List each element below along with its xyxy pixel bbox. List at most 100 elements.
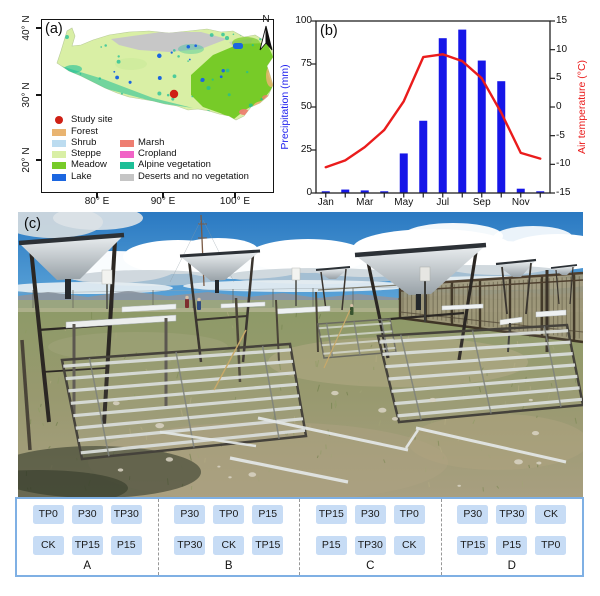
forest-region: [253, 101, 273, 113]
plot-label-P15: P15: [496, 536, 528, 555]
plot-label-P30: P30: [457, 505, 489, 524]
plot-label-TP30: TP30: [496, 505, 528, 524]
block-D-row-2: TP15 P15 TP0: [442, 536, 583, 555]
field-site-photo: [18, 212, 583, 497]
plot-label-CK: CK: [32, 536, 64, 555]
lat-tick-label: 20° N: [21, 147, 32, 173]
precip-bar-Apr: [380, 191, 389, 193]
plot-label-TP15: TP15: [252, 536, 284, 555]
stones: [112, 390, 542, 487]
plot-label-TP0: TP0: [535, 536, 567, 555]
cropland-region: [258, 106, 262, 110]
tibetan-plateau-map: [56, 27, 274, 121]
block-C-row-1: TP15 P30 TP0: [300, 505, 441, 524]
north-label: N: [262, 14, 269, 25]
lon-tick-label: 100° E: [219, 196, 251, 207]
temp-tick-label: 5: [556, 72, 562, 84]
plot-label-P15: P15: [315, 536, 347, 555]
instrument-boxes: [101, 266, 523, 353]
north-arrow-left-half: [259, 25, 267, 51]
ground-pipes: [159, 416, 567, 484]
block-B: P30 TP0 P15 TP30 CK TP15 B: [157, 499, 300, 575]
precip-bar-Sep: [477, 60, 486, 194]
precip-tick-label: 50: [300, 101, 312, 112]
precip-bar-Dec: [536, 191, 545, 193]
temperature-line: [324, 53, 542, 169]
block-A: TP0 P30 TP30 CK TP15 P15 A: [17, 499, 158, 575]
plot-label-TP15: TP15: [71, 536, 103, 555]
month-label: Mar: [356, 197, 374, 208]
marsh-region: [239, 109, 249, 115]
plot-label-TP0: TP0: [213, 505, 245, 524]
lat-tick: [36, 94, 41, 96]
temp-tick-label: -5: [556, 129, 565, 141]
temp-tick-label: 10: [556, 43, 568, 55]
precip-bar-Feb: [341, 189, 350, 193]
plot-label-TP15: TP15: [457, 536, 489, 555]
ground-shadow: [18, 470, 128, 497]
block-B-row-1: P30 TP0 P15: [159, 505, 300, 524]
lon-tick-label: 90° E: [150, 196, 176, 207]
precip-tick-label: 75: [300, 58, 312, 69]
plot-label-TP30: TP30: [110, 505, 142, 524]
precip-tick-label: 100: [295, 15, 312, 26]
study-site-marker: [169, 89, 179, 99]
rope: [323, 309, 351, 369]
temp-tick-label: 15: [556, 15, 568, 26]
plot-label-CK: CK: [213, 536, 245, 555]
meadow-region: [191, 43, 273, 119]
block-letter-C: C: [366, 560, 375, 572]
block-D: P30 TP30 CK TP15 P15 TP0 D: [440, 499, 583, 575]
precip-bar-Aug: [458, 29, 467, 193]
lat-tick-label: 40° N: [21, 15, 32, 41]
steppe-region: [115, 58, 147, 70]
temp-tick-label: -10: [556, 158, 571, 170]
lat-tick-label: 30° N: [21, 82, 32, 108]
rope: [213, 329, 247, 391]
forest-region: [266, 65, 273, 87]
people: [185, 295, 354, 315]
climate-chart: [311, 20, 555, 198]
plot-label-CK: CK: [393, 536, 425, 555]
block-letter-A: A: [83, 560, 92, 572]
north-arrow: N: [259, 14, 273, 51]
plot-label-P15: P15: [110, 536, 142, 555]
lon-tick-label: 80° E: [84, 196, 110, 207]
precip-bar-Oct: [497, 81, 506, 193]
block-C-row-2: P15 TP30 CK: [300, 536, 441, 555]
alpine-region: [178, 44, 204, 54]
block-C: TP15 P30 TP0 P15 TP30 CK C: [299, 499, 441, 575]
month-label: Jul: [436, 197, 450, 208]
block-B-row-2: TP30 CK TP15: [159, 536, 300, 555]
precip-bar-Jan: [321, 191, 330, 193]
precip-tick-label: 25: [300, 144, 312, 155]
plot-label-P30: P30: [354, 505, 386, 524]
block-A-row-1: TP0 P30 TP30: [17, 505, 158, 524]
precip-bar-Jul: [438, 38, 447, 194]
alpine-region: [64, 65, 82, 73]
month-label: May: [394, 197, 414, 208]
shelter-frames: [60, 309, 583, 461]
lon-tick: [96, 193, 98, 198]
grass-texture: [23, 312, 583, 492]
block-D-row-1: P30 TP30 CK: [442, 505, 583, 524]
precip-bar-May: [399, 153, 408, 193]
plot-label-CK: CK: [535, 505, 567, 524]
plot-label-TP30: TP30: [354, 536, 386, 555]
precip-bar-Mar: [360, 190, 369, 193]
plot-label-TP30: TP30: [174, 536, 206, 555]
block-letter-B: B: [224, 560, 233, 572]
temp-tick-label: 0: [556, 101, 562, 112]
plot-label-P30: P30: [174, 505, 206, 524]
lon-tick: [234, 193, 236, 198]
chart-spines: [315, 20, 551, 194]
plot-label-TP15: TP15: [315, 505, 347, 524]
design-panel: TP0 P30 TP30 CK TP15 P15 A P30 TP0 P15 TP30 CK TP15 B…: [15, 497, 584, 577]
plot-label-P30: P30: [71, 505, 103, 524]
month-label: Jan: [317, 197, 334, 208]
block-A-row-2: CK TP15 P15: [17, 536, 158, 555]
plot-label-TP0: TP0: [32, 505, 64, 524]
panel-a-label: (a): [45, 21, 63, 37]
precip-tick-label: 0: [306, 187, 312, 198]
panel-b-label: (b): [320, 23, 338, 39]
